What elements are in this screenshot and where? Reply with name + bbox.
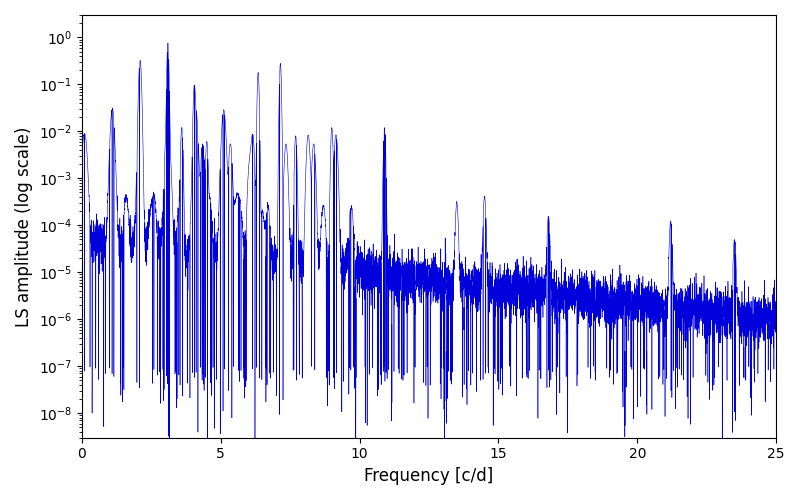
Y-axis label: LS amplitude (log scale): LS amplitude (log scale) bbox=[15, 126, 33, 326]
X-axis label: Frequency [c/d]: Frequency [c/d] bbox=[364, 467, 494, 485]
